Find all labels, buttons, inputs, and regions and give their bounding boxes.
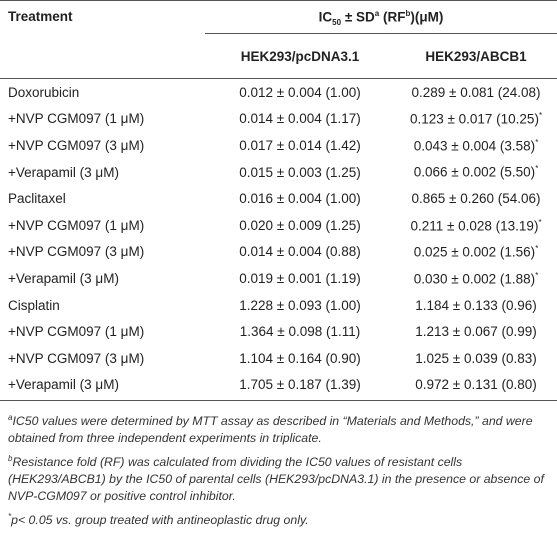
value-cell: 1.228 ± 0.093 (1.00) [239, 297, 361, 313]
value-text: 0.025 ± 0.002 (1.56) [413, 244, 536, 260]
header-row: HEK293/pcDNA3.1 HEK293/ABCB1 [0, 33, 557, 79]
footnote: bResistance fold (RF) was calculated fro… [8, 450, 549, 505]
value-cell: 1.364 ± 0.098 (1.11) [239, 324, 361, 340]
value-cell: 0.014 ± 0.004 (1.17) [239, 111, 361, 127]
treatment-cell: Cisplatin [8, 297, 60, 313]
value-text: 0.043 ± 0.004 (3.58) [413, 138, 536, 154]
header-text: (RF [379, 9, 406, 25]
value-cell: 0.030 ± 0.002 (1.88)* [395, 265, 557, 292]
treatment-cell: Paclitaxel [8, 191, 66, 207]
table-body: Doxorubicin 0.012 ± 0.004 (1.00) 0.289 ± 0… [0, 79, 557, 402]
value-text: 0.123 ± 0.017 (10.25) [409, 111, 539, 127]
treatment-cell: +NVP CGM097 (1 μM) [8, 217, 145, 233]
subscript: 50 [332, 18, 342, 28]
treatment-cell: +NVP CGM097 (3 μM) [8, 137, 145, 153]
table-figure: Treatment IC50 ± SDa (RFb)(μM) HEK293/pc… [0, 0, 557, 529]
table-row: +Verapamil (3 μM) 1.705 ± 0.187 (1.39) 0.9… [0, 371, 557, 402]
value-cell: 1.184 ± 0.133 (0.96) [395, 292, 557, 319]
table-row: +NVP CGM097 (3 μM) 1.104 ± 0.164 (0.90) 1.… [0, 345, 557, 372]
value-cell: 0.017 ± 0.014 (1.42) [239, 137, 361, 153]
significance-mark: * [535, 164, 539, 174]
header-cell: HEK293/ABCB1 [395, 33, 557, 79]
treatment-cell: +Verapamil (3 μM) [8, 164, 119, 180]
footnote-mark: b [8, 454, 13, 464]
footnote-text: p< 0.05 vs. group treated with antineopl… [11, 513, 309, 528]
table-row: +NVP CGM097 (1 μM) 0.014 ± 0.004 (1.17) 0.… [0, 106, 557, 133]
treatment-cell: Doxorubicin [8, 84, 80, 100]
table-row: +NVP CGM097 (1 μM) 0.020 ± 0.009 (1.25) 0.… [0, 212, 557, 239]
value-cell: 1.705 ± 0.187 (1.39) [205, 371, 395, 402]
footnote: aIC50 values were determined by MTT assa… [8, 409, 549, 447]
footnote: *p< 0.05 vs. group treated with antineop… [8, 508, 549, 529]
significance-mark: * [535, 244, 539, 254]
table-row: Doxorubicin 0.012 ± 0.004 (1.00) 0.289 ± 0… [0, 79, 557, 106]
results-table: Treatment IC50 ± SDa (RFb)(μM) HEK293/pc… [0, 0, 557, 402]
value-cell: 1.025 ± 0.039 (0.83) [395, 345, 557, 372]
footnote-text: IC50 values were determined by MTT assay… [8, 414, 533, 446]
value-text: 0.865 ± 0.260 (54.06) [411, 191, 541, 207]
table-row: +Verapamil (3 μM) 0.019 ± 0.001 (1.19) 0.0… [0, 265, 557, 292]
value-cell: 0.066 ± 0.002 (5.50)* [395, 159, 557, 186]
significance-mark: * [535, 137, 539, 147]
superscript: b [405, 9, 411, 18]
value-cell: 0.211 ± 0.028 (13.19)* [395, 212, 557, 239]
value-text: 0.211 ± 0.028 (13.19) [410, 218, 539, 234]
value-cell: 0.972 ± 0.131 (0.80) [395, 371, 557, 402]
significance-mark: * [535, 270, 539, 280]
header-cell: Treatment [8, 9, 73, 24]
treatment-cell: +Verapamil (3 μM) [8, 270, 119, 286]
value-cell: 1.104 ± 0.164 (0.90) [239, 350, 361, 366]
header-cell: HEK293/pcDNA3.1 [205, 33, 395, 79]
treatment-cell: +NVP CGM097 (3 μM) [8, 350, 145, 366]
header-group: IC50 ± SDa (RFb)(μM) [205, 0, 557, 34]
table-row: +NVP CGM097 (1 μM) 1.364 ± 0.098 (1.11) 1.… [0, 318, 557, 345]
superscript: a [374, 9, 380, 18]
value-cell: 0.015 ± 0.003 (1.25) [239, 164, 361, 180]
value-cell: 0.019 ± 0.001 (1.19) [239, 270, 361, 286]
footnotes: aIC50 values were determined by MTT assa… [0, 401, 557, 529]
table-row: +NVP CGM097 (3 μM) 0.014 ± 0.004 (0.88) 0.… [0, 239, 557, 266]
header-text: ± SD [341, 9, 375, 25]
header-text: IC [318, 9, 333, 25]
table-row: +Verapamil (3 μM) 0.015 ± 0.003 (1.25) 0.0… [0, 159, 557, 186]
treatment-cell: +NVP CGM097 (3 μM) [8, 244, 145, 260]
value-cell: 0.012 ± 0.004 (1.00) [239, 84, 361, 100]
footnote-mark: * [8, 512, 12, 522]
value-text: 1.184 ± 0.133 (0.96) [415, 297, 537, 313]
value-text: 0.972 ± 0.131 (0.80) [415, 377, 537, 393]
table-row: Paclitaxel 0.016 ± 0.004 (1.00) 0.865 ± 0.… [0, 185, 557, 212]
table-row: Cisplatin 1.228 ± 0.093 (1.00) 1.184 ± 0.1… [0, 292, 557, 319]
treatment-cell: +NVP CGM097 (1 μM) [8, 324, 145, 340]
footnote-text: Resistance fold (RF) was calculated from… [8, 455, 544, 504]
value-text: 0.289 ± 0.081 (24.08) [411, 84, 541, 100]
value-cell: 0.020 ± 0.009 (1.25) [239, 217, 361, 233]
header-row: Treatment IC50 ± SDa (RFb)(μM) [0, 0, 557, 34]
treatment-cell: +NVP CGM097 (1 μM) [8, 111, 145, 127]
significance-mark: * [538, 217, 542, 227]
header-text: )(μM) [410, 9, 444, 25]
header-cell [0, 33, 205, 79]
value-cell: 0.123 ± 0.017 (10.25)* [395, 106, 557, 133]
value-cell: 0.025 ± 0.002 (1.56)* [395, 239, 557, 266]
value-text: 0.066 ± 0.002 (5.50) [413, 164, 536, 180]
value-cell: 0.865 ± 0.260 (54.06) [395, 185, 557, 212]
value-text: 0.030 ± 0.002 (1.88) [413, 271, 536, 287]
significance-mark: * [538, 111, 543, 121]
value-cell: 0.016 ± 0.004 (1.00) [239, 191, 361, 207]
value-cell: 1.213 ± 0.067 (0.99) [395, 318, 557, 345]
value-cell: 0.289 ± 0.081 (24.08) [395, 79, 557, 106]
value-cell: 0.014 ± 0.004 (0.88) [239, 244, 361, 260]
value-cell: 0.043 ± 0.004 (3.58)* [395, 132, 557, 159]
value-text: 1.025 ± 0.039 (0.83) [415, 350, 537, 366]
table-row: +NVP CGM097 (3 μM) 0.017 ± 0.014 (1.42) 0.… [0, 132, 557, 159]
footnote-mark: a [8, 413, 13, 423]
treatment-cell: +Verapamil (3 μM) [0, 371, 205, 402]
value-text: 1.213 ± 0.067 (0.99) [415, 324, 537, 340]
